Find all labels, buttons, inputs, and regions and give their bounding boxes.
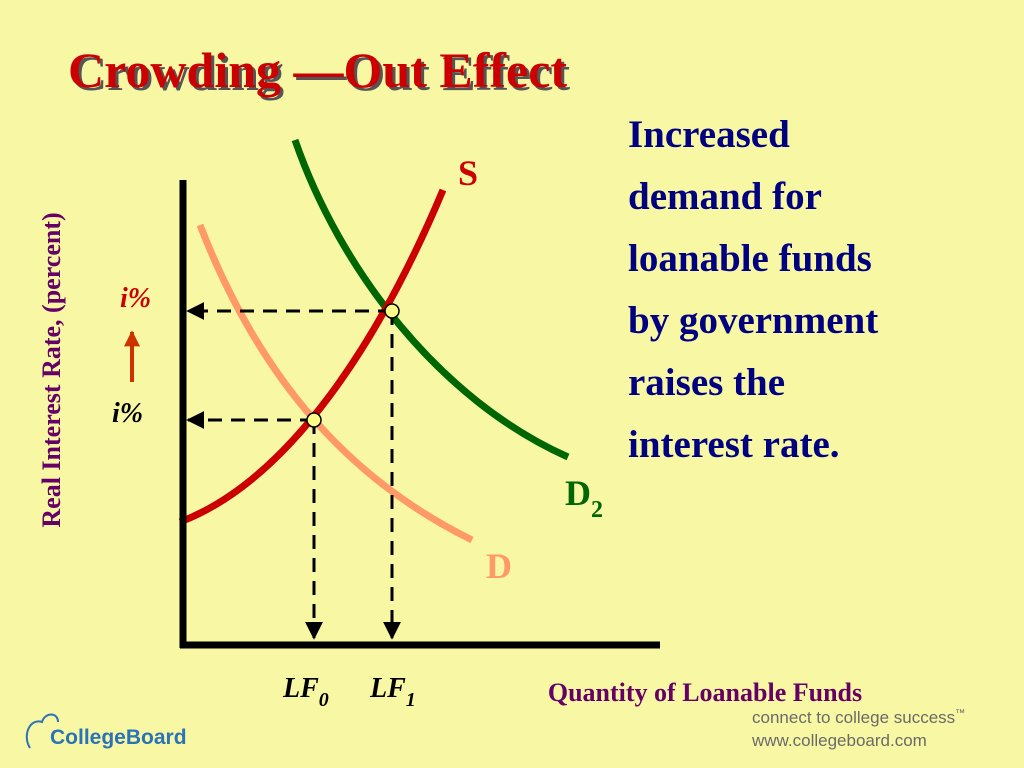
quantity-subscript: 0 <box>319 689 329 711</box>
x-axis-label: Quantity of Loanable Funds <box>548 678 862 707</box>
supply-label: S <box>458 153 478 193</box>
demand-new-subscript: 2 <box>591 497 603 523</box>
quantity-label: LF1 <box>369 673 416 711</box>
quantity-name: LF <box>282 673 319 704</box>
url: www.collegeboard.com <box>751 731 927 750</box>
title-shadow: Crowding —Out Effect <box>71 45 570 101</box>
tagline-text: connect to college success <box>752 708 955 727</box>
demand-new-label: D2 <box>565 473 603 523</box>
title: Crowding —Out Effect <box>68 42 567 98</box>
logo-icon <box>25 713 59 749</box>
new-rate-label: i% <box>120 283 151 314</box>
trademark: ™ <box>955 708 965 719</box>
old-rate-label: i% <box>112 398 143 429</box>
annotation-line: by government <box>628 299 878 342</box>
annotation-line: raises the <box>628 361 785 404</box>
quantity-subscript: 1 <box>406 689 416 711</box>
demand-new-letter: D <box>565 473 591 513</box>
equilibrium-point <box>384 303 400 319</box>
y-axis-label: Real Interest Rate, (percent) <box>37 212 66 527</box>
annotation-line: Increased <box>628 113 790 156</box>
equilibrium-point <box>306 412 322 428</box>
annotation: Increased demand for loanable funds by g… <box>628 113 878 466</box>
tagline: connect to college success™ <box>752 708 965 727</box>
demand-label: D <box>486 546 512 586</box>
quantity-label: LF0 <box>282 673 329 711</box>
annotation-line: demand for <box>628 175 822 218</box>
supply-curve <box>178 188 447 526</box>
annotation-line: loanable funds <box>628 237 872 280</box>
demand-new-curve <box>291 138 570 461</box>
logo: CollegeBoard <box>50 726 187 749</box>
quantity-name: LF <box>369 673 406 704</box>
annotation-line: interest rate. <box>628 423 840 466</box>
